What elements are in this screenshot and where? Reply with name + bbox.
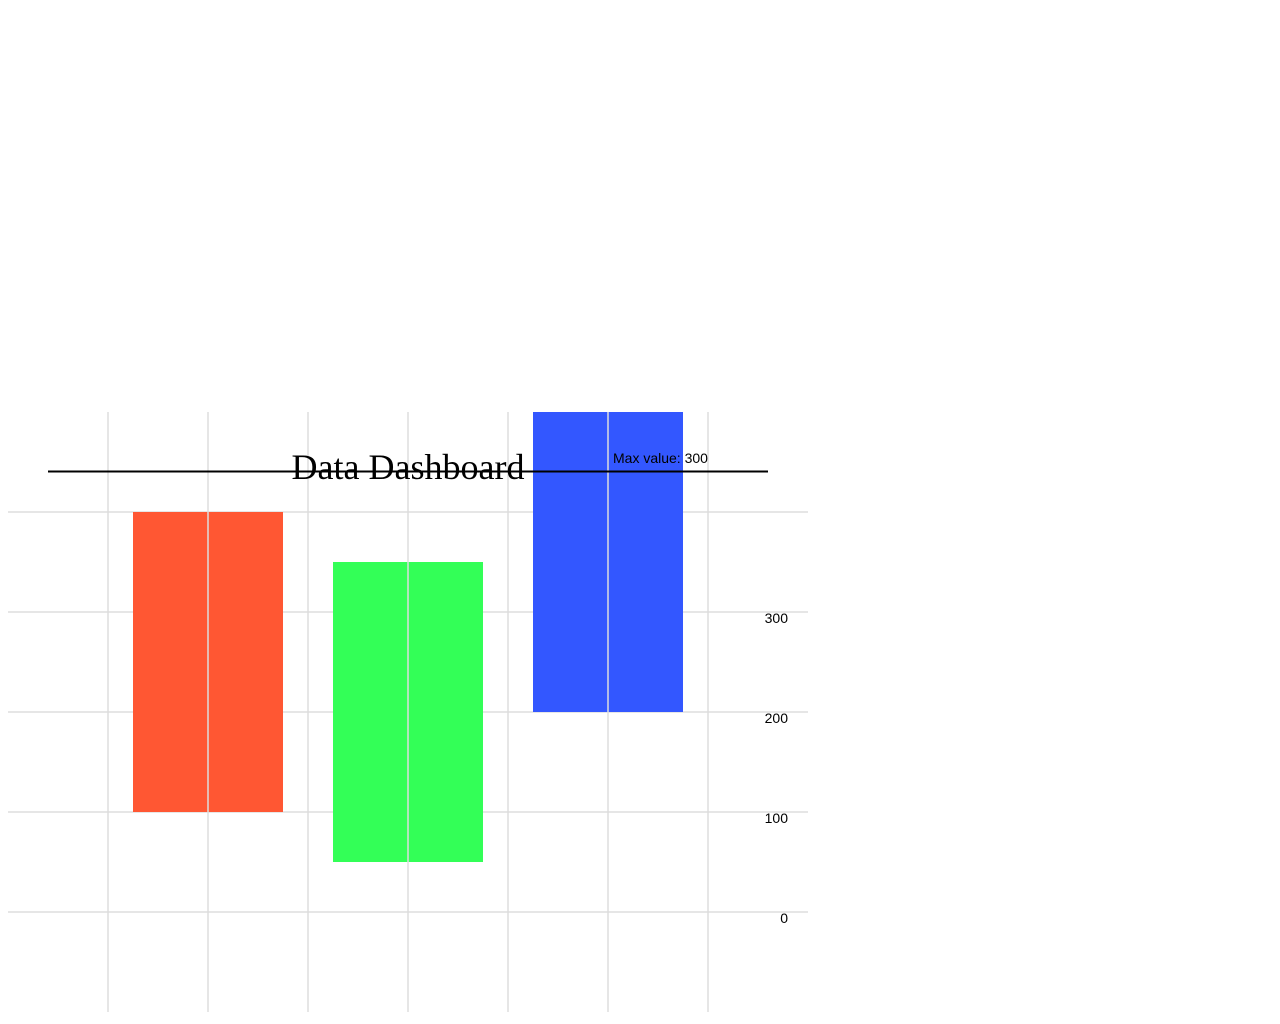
y-tick-label: 300 [765, 610, 789, 626]
y-tick-label: 100 [765, 810, 789, 826]
chart-grid-vertical [107, 412, 709, 1012]
chart-title: Data Dashboard [292, 447, 525, 487]
y-axis-ticks: 0 100 200 300 [765, 610, 789, 926]
y-tick-label: 200 [765, 710, 789, 726]
max-value-label: Max value: 300 [613, 450, 708, 466]
y-tick-label: 0 [780, 910, 788, 926]
